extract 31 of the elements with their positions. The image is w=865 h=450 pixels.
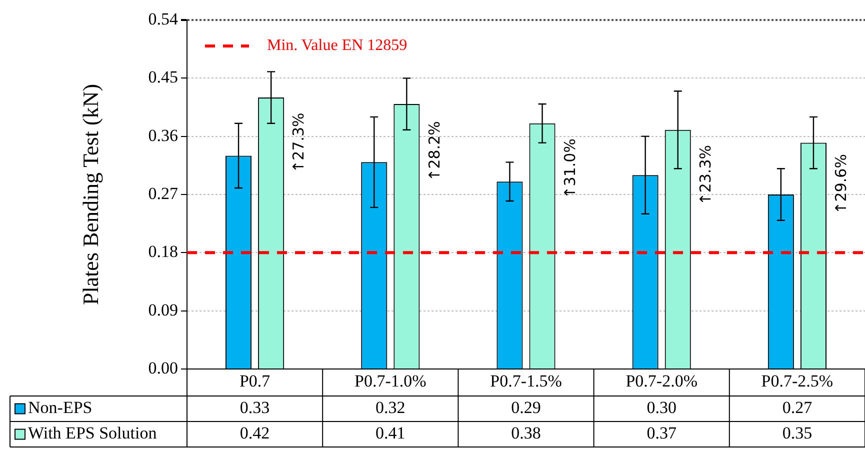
annotation: ↑29.6% bbox=[832, 154, 850, 214]
data-label: 0.42 bbox=[240, 424, 270, 443]
annotation: ↑31.0% bbox=[560, 138, 579, 199]
annotation: ↑28.2% bbox=[425, 121, 444, 182]
annotation: ↑23.3% bbox=[696, 144, 714, 206]
data-label: 0.29 bbox=[511, 398, 541, 418]
data-label: 0.35 bbox=[782, 424, 812, 443]
legend-label: Non-EPS bbox=[28, 398, 92, 418]
data-label: 0.30 bbox=[646, 398, 676, 418]
y-tick-label: 0.45 bbox=[148, 68, 178, 87]
data-label: 0.33 bbox=[240, 398, 270, 418]
data-label: 0.41 bbox=[376, 424, 406, 443]
x-tick-label: P0.7-2.0% bbox=[626, 372, 698, 391]
y-axis-title: Plates Bending Test (kN) bbox=[78, 84, 103, 306]
y-tick-label: 0.18 bbox=[148, 242, 178, 262]
x-tick-label: P0.7-2.5% bbox=[761, 372, 834, 391]
annotation: ↑27.3% bbox=[290, 112, 308, 173]
y-tick-label: 0.00 bbox=[148, 358, 178, 378]
x-tick-label: P0.7-1.5% bbox=[490, 372, 562, 391]
legend-label: Min. Value EN 12859 bbox=[267, 37, 408, 54]
data-label: 0.32 bbox=[376, 398, 406, 418]
data-label: 0.27 bbox=[782, 398, 813, 418]
legend-label: With EPS Solution bbox=[28, 424, 158, 443]
y-tick-label: 0.27 bbox=[148, 184, 178, 203]
x-tick-label: P0.7-1.0% bbox=[354, 372, 426, 391]
data-label: 0.37 bbox=[646, 424, 677, 443]
y-tick-label: 0.36 bbox=[148, 126, 178, 145]
y-tick-label: 0.09 bbox=[148, 300, 178, 320]
data-label: 0.38 bbox=[511, 424, 541, 443]
x-tick-label: P0.7 bbox=[239, 372, 271, 391]
y-tick-label: 0.54 bbox=[148, 9, 178, 28]
